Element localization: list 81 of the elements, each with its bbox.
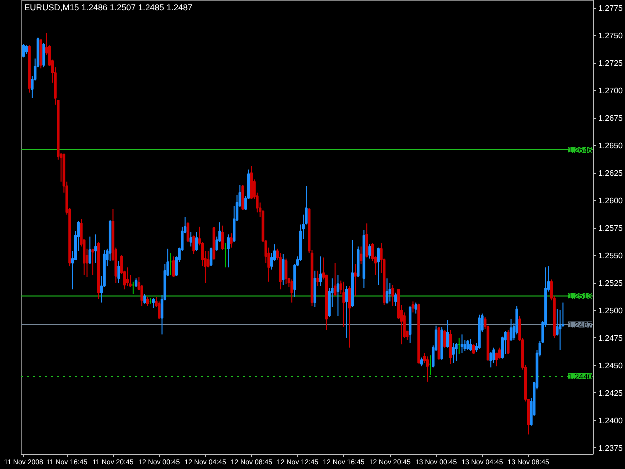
y-tick-label: 1.2525 — [598, 279, 624, 288]
candlestick — [227, 234, 230, 268]
y-tick-label: 1.2550 — [598, 252, 624, 261]
candlestick — [360, 246, 363, 265]
ref-line-label: 1.2646 — [568, 146, 594, 155]
y-tick-label: 1.2375 — [598, 444, 624, 453]
candlestick — [186, 222, 190, 243]
candlestick — [377, 247, 380, 286]
candlestick — [455, 342, 458, 362]
candlestick — [192, 235, 196, 255]
candlestick — [392, 284, 394, 307]
candlestick — [196, 232, 198, 252]
candlestick — [510, 318, 513, 342]
candlestick — [334, 262, 337, 297]
y-tick-label: 1.2625 — [598, 169, 624, 178]
candlestick — [118, 260, 120, 284]
candlestick — [490, 352, 492, 368]
candlestick — [354, 264, 357, 297]
candlestick — [42, 42, 46, 68]
candlestick — [88, 236, 92, 265]
candlestick — [466, 340, 470, 351]
y-tick-label: 1.2700 — [598, 86, 624, 96]
candlestick — [172, 256, 176, 278]
candlestick — [444, 330, 446, 348]
candlestick — [348, 286, 352, 348]
candlestick — [470, 338, 472, 352]
candlestick — [230, 233, 233, 248]
y-tick-label: 1.2575 — [598, 224, 624, 234]
ref-line-label: 1.2487 — [568, 320, 594, 330]
candlestick — [412, 301, 415, 314]
y-tick-label: 1.2675 — [598, 114, 624, 124]
candlestick — [394, 292, 398, 307]
candlestick — [284, 258, 288, 285]
candlestick — [336, 274, 340, 316]
candlestick — [158, 301, 161, 320]
candlestick — [507, 330, 510, 355]
y-tick-label: 1.2775 — [598, 4, 624, 14]
y-tick-label: 1.2425 — [598, 388, 624, 398]
candlestick — [140, 284, 144, 307]
candlestick — [368, 244, 372, 260]
candlestick — [366, 223, 368, 258]
candlestick — [449, 330, 452, 365]
candlestick — [320, 256, 322, 287]
candlestick — [316, 270, 320, 287]
ref-line-label: 1.2440 — [568, 372, 594, 382]
candlestick — [282, 254, 285, 286]
candlestick — [207, 250, 210, 268]
candlestick — [221, 225, 224, 251]
chart-title: EURUSD,M15 1.2486 1.2507 1.2485 1.2487 — [24, 2, 193, 12]
y-tick-label: 1.2725 — [598, 59, 624, 68]
candlestick — [498, 347, 502, 360]
candlestick — [144, 294, 146, 304]
y-tick-label: 1.2750 — [598, 32, 624, 41]
candlestick — [242, 184, 244, 211]
y-tick-label: 1.2400 — [598, 416, 624, 426]
candlestick — [210, 247, 213, 268]
ref-line-label: 1.2513 — [568, 292, 594, 302]
candlestick — [190, 232, 192, 248]
candlestick — [388, 282, 392, 302]
candlestick — [414, 302, 418, 314]
candlestick — [472, 344, 476, 355]
candlestick — [446, 320, 450, 348]
candlestick — [126, 267, 130, 287]
y-tick-label: 1.2450 — [598, 361, 624, 370]
candlestick — [152, 298, 155, 309]
candlestick — [342, 281, 346, 328]
candlestick — [22, 44, 26, 58]
y-tick-label: 1.2600 — [598, 196, 624, 206]
candlestick — [492, 347, 496, 364]
y-tick-label: 1.2475 — [598, 334, 624, 343]
y-tick-label: 1.2650 — [598, 142, 624, 151]
candlestick — [346, 286, 348, 338]
candlestick — [452, 342, 455, 364]
y-tick-label: 1.2500 — [598, 306, 624, 316]
candlestick — [386, 278, 389, 304]
candlestick — [504, 330, 507, 355]
candlestick — [290, 279, 294, 304]
candlestick — [460, 334, 464, 354]
candlestick — [92, 248, 94, 276]
candlestick — [94, 234, 98, 264]
candlestick — [426, 356, 430, 382]
